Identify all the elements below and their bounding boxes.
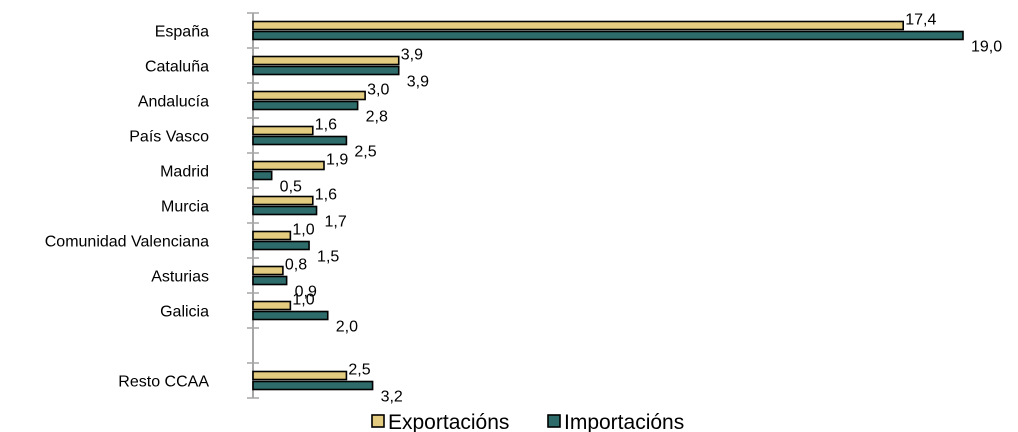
category-label: Galicia [160, 304, 209, 321]
bar-exportacións [252, 230, 292, 241]
bar-exportacións [252, 370, 348, 381]
bar-importacións [252, 310, 329, 321]
bar-importacións [252, 100, 359, 111]
data-label: 0,9 [295, 284, 317, 301]
category-label: Andalucía [138, 94, 209, 111]
bar-exportacións [252, 20, 905, 31]
data-label: 3,9 [401, 47, 423, 64]
bar-importacións [252, 275, 288, 286]
category-axis [247, 12, 259, 399]
category-label: Asturias [151, 269, 209, 286]
data-label: 2,0 [336, 319, 358, 336]
data-label: 1,5 [317, 249, 339, 266]
data-label: 0,8 [285, 257, 307, 274]
bar-exportacións [252, 55, 400, 66]
bar-exportacións [252, 265, 284, 276]
category-label: España [155, 24, 209, 41]
data-label: 1,0 [292, 222, 314, 239]
legend-swatch [371, 414, 385, 428]
bar-importacións [252, 240, 310, 251]
category-label: Cataluña [145, 59, 209, 76]
bars [252, 20, 964, 391]
legend: Exportacións Importacións [371, 411, 684, 432]
bar-exportacións [252, 90, 366, 101]
category-label: País Vasco [129, 129, 209, 146]
data-label: 2,8 [366, 109, 388, 126]
labels: España 17,4 19,0 Cataluña 3,9 3,9 Andalucía 3,0… [45, 12, 1003, 406]
data-label: 17,4 [905, 12, 936, 29]
category-label: Murcia [161, 199, 209, 216]
legend-label: Exportacións [388, 411, 509, 432]
data-label: 2,5 [354, 144, 376, 161]
data-label: 1,0 [292, 292, 314, 309]
bar-importacións [252, 135, 348, 146]
legend-label: Importacións [564, 411, 684, 432]
bar-exportacións [252, 160, 325, 171]
bar-importacións [252, 205, 318, 216]
bar-exportacións [252, 195, 314, 206]
bar-importacións [252, 65, 400, 76]
bar-exportacións [252, 300, 292, 311]
category-label: Resto CCAA [118, 374, 209, 391]
data-label: 3,2 [381, 389, 403, 406]
category-label: Madrid [160, 164, 209, 181]
category-label: Comunidad Valenciana [45, 234, 209, 251]
data-label: 1,6 [315, 117, 337, 134]
data-label: 1,6 [315, 187, 337, 204]
legend-swatch [547, 414, 561, 428]
bar-importacións [252, 170, 273, 181]
bar-importacións [252, 30, 964, 41]
data-label: 1,7 [325, 214, 347, 231]
data-label: 0,5 [280, 179, 302, 196]
data-label: 1,9 [326, 152, 348, 169]
data-label: 3,9 [407, 74, 429, 91]
bar-importacións [252, 380, 374, 391]
data-label: 3,0 [367, 82, 389, 99]
data-label: 2,5 [348, 362, 370, 379]
data-label: 19,0 [971, 39, 1002, 56]
bar-exportacións [252, 125, 314, 136]
